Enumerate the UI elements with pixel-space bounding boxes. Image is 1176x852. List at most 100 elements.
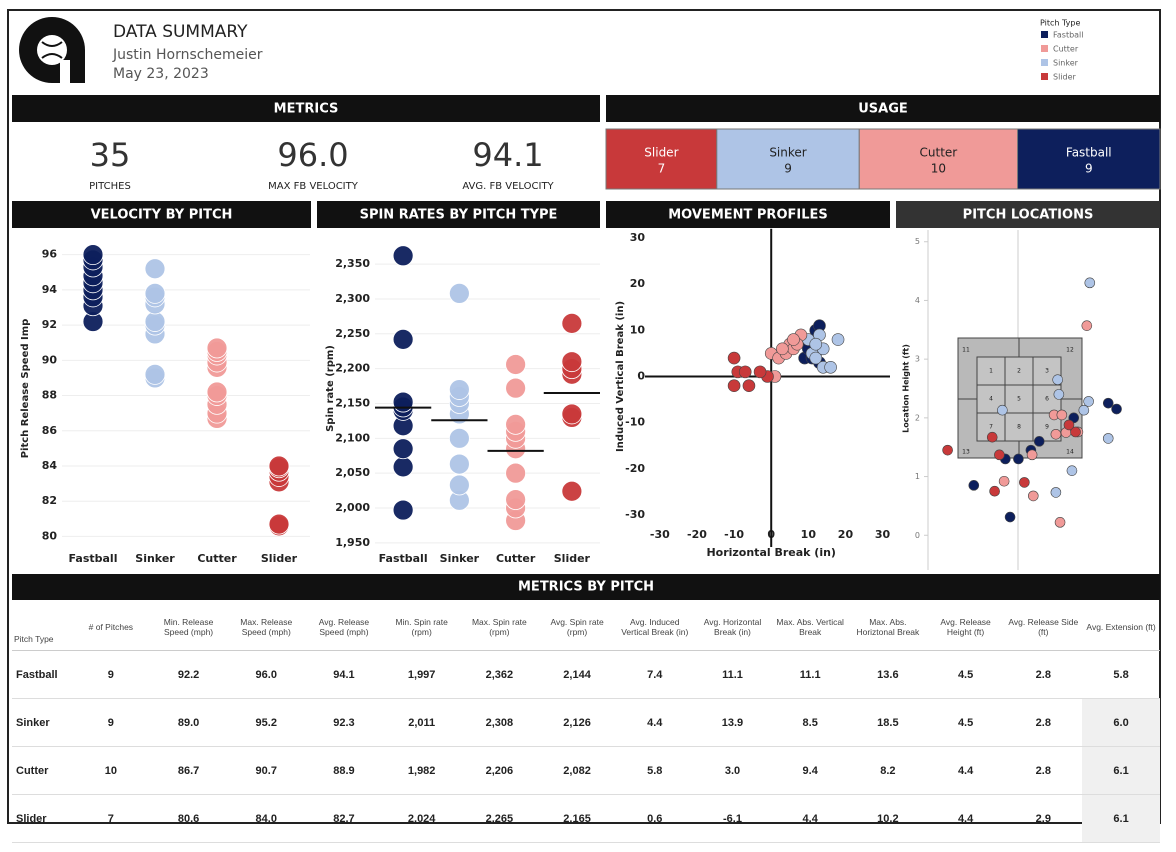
metrics-table: Pitch Type # of Pitches Min. Release Speed… <box>12 604 1160 843</box>
pitch-dot <box>1102 433 1114 444</box>
column-header: Avg. Horizontal Break (in) <box>693 604 772 651</box>
zone-label: 12 <box>1066 347 1074 354</box>
pitch-dot <box>206 381 228 403</box>
metric-label: MAX FB VELOCITY <box>268 181 359 192</box>
y-tick-label: 2,350 <box>335 257 370 270</box>
pitch-dot <box>392 391 414 413</box>
table-cell: Fastball <box>12 650 72 699</box>
segment-value: 9 <box>784 162 792 176</box>
x-tick-label: Sinker <box>440 552 480 565</box>
pitch-dot <box>1083 396 1094 407</box>
x-tick-label: Sinker <box>135 552 175 565</box>
pitch-dot <box>738 365 752 379</box>
zone-label: 8 <box>1017 424 1021 431</box>
table-cell: 2.8 <box>1004 650 1083 699</box>
table-cell: 2,144 <box>538 650 616 699</box>
x-tick-label: 10 <box>801 528 817 541</box>
y-tick-label: 0 <box>637 370 645 383</box>
column-header: Max. Abs. Horiztonal Break <box>849 604 927 651</box>
y-tick-label: -10 <box>625 416 645 429</box>
table-cell: 7.4 <box>615 650 694 699</box>
y-tick-label: 84 <box>42 459 58 472</box>
table-cell: 2,082 <box>538 746 616 795</box>
pitch-dot <box>505 354 527 375</box>
legend-swatch <box>1041 31 1048 38</box>
table-cell: 10 <box>72 746 150 795</box>
pitch-dot <box>1063 419 1075 431</box>
legend-label: Fastball <box>1053 31 1084 40</box>
x-tick-label: -30 <box>650 528 670 541</box>
segment-value: 7 <box>658 162 666 176</box>
table-cell: 4.4 <box>926 746 1005 795</box>
table-cell: -6.1 <box>693 794 772 843</box>
x-tick-label: -10 <box>724 528 744 541</box>
pitch-dot <box>998 475 1010 487</box>
table-title: METRICS BY PITCH <box>518 580 654 595</box>
column-header: # of Pitches <box>72 604 150 651</box>
metric-value: 35 <box>90 136 131 174</box>
table-cell: 80.6 <box>149 794 228 843</box>
usage-segment <box>858 128 1019 190</box>
column-header: Avg. Release Speed (mph) <box>305 604 383 651</box>
y-tick-label: 30 <box>630 231 646 244</box>
legend-label: Sinker <box>1053 59 1079 68</box>
y-tick-label: 90 <box>42 353 58 366</box>
x-tick-label: Fastball <box>69 552 118 565</box>
zone-label: 14 <box>1066 449 1074 456</box>
pitch-dot <box>392 245 414 267</box>
metric-label: AVG. FB VELOCITY <box>462 181 554 192</box>
legend-swatch <box>1041 45 1048 52</box>
pitch-dot <box>776 342 789 356</box>
panel-header <box>896 201 1160 228</box>
pitch-dot <box>968 480 980 491</box>
pitch-dot <box>268 513 290 535</box>
y-tick-label: 2,000 <box>335 501 370 514</box>
pitch-dot <box>1026 449 1038 461</box>
table-cell: 86.7 <box>149 746 228 795</box>
column-header: Min. Release Speed (mph) <box>149 604 228 651</box>
table-cell: 1,997 <box>382 650 461 699</box>
pitch-dot <box>753 365 767 379</box>
table-cell: 2.9 <box>1004 794 1083 843</box>
pitch-dot <box>809 337 823 351</box>
pitch-dot <box>206 337 228 359</box>
pitch-dot <box>505 413 527 435</box>
pitch-dot <box>448 474 470 496</box>
panel-header <box>606 95 1160 122</box>
x-tick-label: Cutter <box>496 552 536 565</box>
panel-title: USAGE <box>858 102 908 117</box>
column-header: Pitch Type <box>12 604 72 651</box>
segment-label: Sinker <box>769 146 806 160</box>
table-cell: 88.9 <box>305 746 383 795</box>
pitch-dot <box>561 351 583 373</box>
metric-label: PITCHES <box>89 181 131 192</box>
table-cell: 11.1 <box>693 650 772 699</box>
table-cell: 4.4 <box>926 794 1005 843</box>
panel-title: MOVEMENT PROFILES <box>668 208 828 223</box>
y-tick-label: 1 <box>915 472 920 481</box>
pitch-dot <box>392 438 414 460</box>
zone-label: 6 <box>1045 396 1049 403</box>
table-cell: 9.4 <box>771 746 850 795</box>
panel-header <box>606 201 890 228</box>
segment-label: Slider <box>644 146 678 160</box>
table-cell: 2,126 <box>538 698 616 747</box>
table-cell: 4.4 <box>771 794 850 843</box>
pitch-dot <box>1056 409 1068 421</box>
legend-swatch <box>1041 73 1048 80</box>
pitch-dot <box>1111 403 1122 415</box>
pitch-dot <box>989 485 1000 497</box>
y-tick-label: 80 <box>42 529 58 542</box>
table-cell: 90.7 <box>227 746 306 795</box>
pitch-dot <box>1070 426 1081 438</box>
table-cell: 13.9 <box>693 698 772 747</box>
zone-label: 1 <box>989 368 993 375</box>
date: May 23, 2023 <box>113 66 209 82</box>
y-tick-label: 0 <box>915 531 920 540</box>
x-tick-label: 20 <box>838 528 854 541</box>
table-cell: 92.3 <box>305 698 383 747</box>
zone-inner <box>976 356 1062 442</box>
table-cell: 2.8 <box>1004 746 1083 795</box>
pitch-dot <box>1013 453 1024 465</box>
